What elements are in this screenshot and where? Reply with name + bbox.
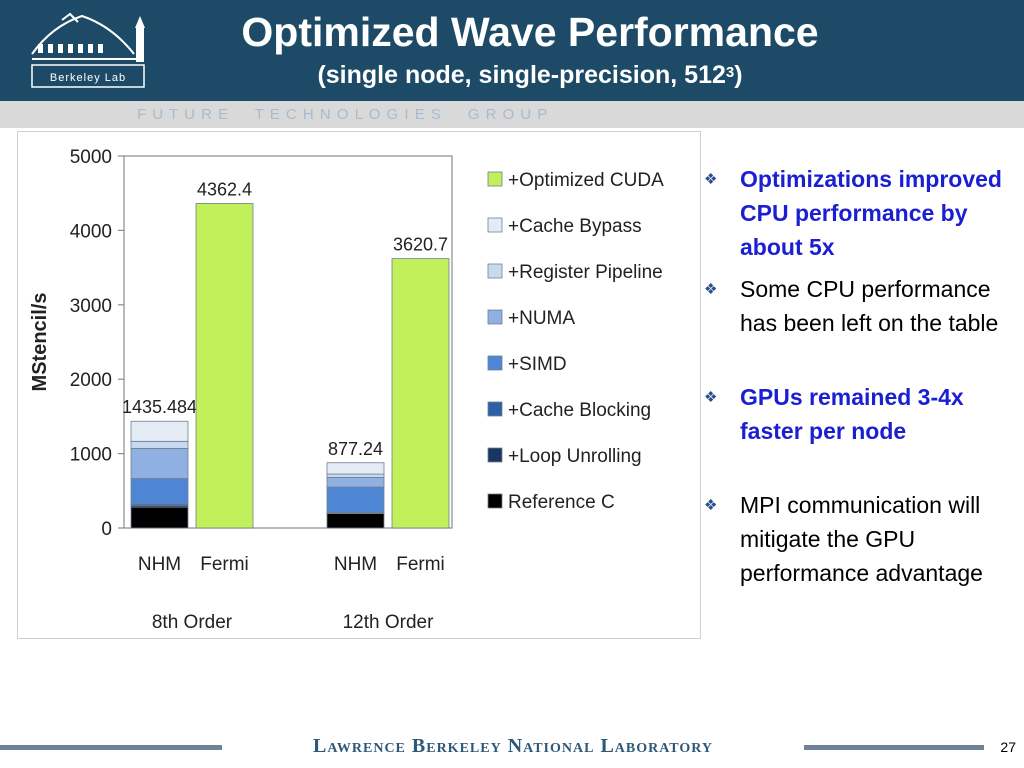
legend-label: +SIMD — [508, 354, 567, 375]
bullet-diamond-icon: ❖ — [704, 497, 718, 514]
y-tick-label: 5000 — [70, 147, 112, 168]
bullet-text: MPI communication will mitigate the GPU … — [740, 492, 983, 586]
group-name: F U T U R E T E C H N O L O G I E S G R … — [137, 106, 549, 123]
bullet-diamond-icon: ❖ — [704, 171, 718, 188]
bar-segment — [130, 440, 189, 449]
bullet-item: ❖ Some CPU performance has been left on t… — [704, 272, 1019, 340]
lab-name: Lawrence Berkeley National Laboratory — [312, 735, 714, 757]
x-group-label: 8th Order — [152, 612, 233, 633]
x-bar-label: Fermi — [396, 554, 445, 575]
legend-swatch — [487, 171, 503, 187]
x-bar-label: NHM — [138, 554, 181, 575]
legend-label: +Cache Blocking — [508, 400, 651, 421]
bar-value-label: 4362.4 — [197, 179, 252, 199]
slide-subtitle: (single node, single-precision, 5123) — [170, 60, 890, 90]
bar-segment — [326, 513, 385, 529]
chart-panel: 0 1000 2000 3000 4000 5000 MStencil/s 1435.484 N… — [17, 131, 701, 639]
bar-segment — [130, 420, 189, 442]
legend-swatch — [487, 309, 503, 325]
bullet-item: ❖ Optimizations improved CPU performance … — [704, 162, 1019, 264]
bullet-item: ❖ GPUs remained 3-4x faster per node — [704, 380, 1019, 448]
legend-label: Reference C — [508, 492, 615, 513]
subtitle-prefix: (single node, single-precision, 512 — [317, 61, 726, 89]
legend-label: +Loop Unrolling — [508, 446, 642, 467]
page-number: 27 — [1000, 739, 1016, 755]
y-tick-label: 1000 — [70, 445, 112, 466]
x-bar-label: NHM — [334, 554, 377, 575]
footer-rule-right — [804, 745, 984, 750]
y-tick-label: 0 — [101, 519, 112, 540]
legend-swatch — [487, 355, 503, 371]
bullet-list: ❖ Optimizations improved CPU performance … — [704, 162, 1019, 590]
x-group-label: 12th Order — [343, 612, 434, 633]
bar-segment — [130, 447, 189, 479]
berkeley-lab-logo: Berkeley Lab — [31, 12, 145, 88]
bullet-diamond-icon: ❖ — [704, 281, 718, 298]
bar-segment — [326, 486, 385, 513]
legend-label: +NUMA — [508, 308, 575, 329]
legend-swatch — [487, 493, 503, 509]
subtitle-suffix: ) — [734, 61, 743, 89]
y-tick-label: 4000 — [70, 221, 112, 242]
y-tick-label: 2000 — [70, 370, 112, 391]
slide-header: Berkeley Lab Optimized Wave Performance … — [0, 0, 1024, 101]
bar-segment — [326, 473, 385, 478]
x-bar-label: Fermi — [200, 554, 249, 575]
bullet-text: Optimizations improved CPU performance b… — [740, 166, 1002, 260]
bullet-text: GPUs remained 3-4x faster per node — [740, 384, 964, 444]
slide-title: Optimized Wave Performance — [241, 9, 819, 55]
bar-segment — [326, 462, 385, 475]
legend-label: +Cache Bypass — [508, 216, 642, 237]
bullet-diamond-icon: ❖ — [704, 389, 718, 406]
plot-area — [123, 155, 453, 529]
logo-text: Berkeley Lab — [50, 72, 126, 84]
stacked-bar-chart: 0 1000 2000 3000 4000 5000 MStencil/s 1435.484 N… — [29, 147, 664, 633]
bar-value-label: 3620.7 — [393, 235, 448, 255]
bar-value-label: 1435.484 — [122, 397, 197, 417]
bar-segment — [195, 203, 254, 529]
legend-swatch — [487, 401, 503, 417]
bullet-text: Some CPU performance has been left on th… — [740, 276, 999, 336]
legend-swatch — [487, 217, 503, 233]
bullet-item: ❖ MPI communication will mitigate the GPU… — [704, 488, 1019, 590]
footer-rule-left — [0, 745, 222, 750]
legend-swatch — [487, 263, 503, 279]
legend-label: +Register Pipeline — [508, 262, 663, 283]
y-tick-label: 3000 — [70, 296, 112, 317]
bar-value-label: 877.24 — [328, 439, 383, 459]
bar-segment — [391, 258, 450, 529]
bar-segment — [326, 477, 385, 488]
legend-swatch — [487, 447, 503, 463]
subtitle-exponent: 3 — [725, 64, 735, 81]
y-axis-label: MStencil/s — [29, 293, 51, 392]
bar-segment — [130, 506, 189, 529]
bar-segment — [130, 478, 189, 505]
legend-label: +Optimized CUDA — [508, 170, 664, 191]
slide-footer: Lawrence Berkeley National Laboratory 27 — [0, 729, 1024, 768]
group-band: F U T U R E T E C H N O L O G I E S G R … — [0, 101, 1024, 128]
